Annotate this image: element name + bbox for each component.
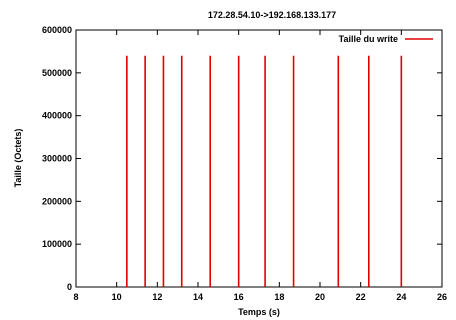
y-tick-label: 400000 (42, 111, 72, 121)
x-tick-label: 24 (396, 292, 406, 302)
x-tick-label: 18 (274, 292, 284, 302)
y-tick-label: 200000 (42, 196, 72, 206)
x-axis: 8 10 12 14 16 18 20 22 24 26 (73, 30, 447, 302)
y-tick-label: 300000 (42, 154, 72, 164)
y-tick-label: 0 (67, 282, 72, 292)
x-axis-label: Temps (s) (238, 307, 280, 317)
x-tick-label: 12 (152, 292, 162, 302)
plot-frame (75, 29, 443, 288)
chart-title: 172.28.54.10->192.168.133.177 (208, 10, 336, 20)
y-tick-label: 600000 (42, 25, 72, 35)
y-axis-label: Taille (Octets) (13, 129, 23, 188)
x-tick-label: 10 (112, 292, 122, 302)
x-tick-label: 20 (315, 292, 325, 302)
x-tick-label: 14 (193, 292, 203, 302)
x-tick-label: 26 (437, 292, 447, 302)
y-tick-label: 100000 (42, 239, 72, 249)
legend: Taille du write (339, 34, 433, 44)
y-tick-label: 500000 (42, 68, 72, 78)
y-axis: 0 100000 200000 300000 400000 500000 600000 (42, 25, 442, 292)
legend-label: Taille du write (339, 34, 398, 44)
x-tick-label: 22 (356, 292, 366, 302)
x-tick-label: 8 (73, 292, 78, 302)
bars (126, 55, 403, 287)
x-tick-label: 16 (234, 292, 244, 302)
